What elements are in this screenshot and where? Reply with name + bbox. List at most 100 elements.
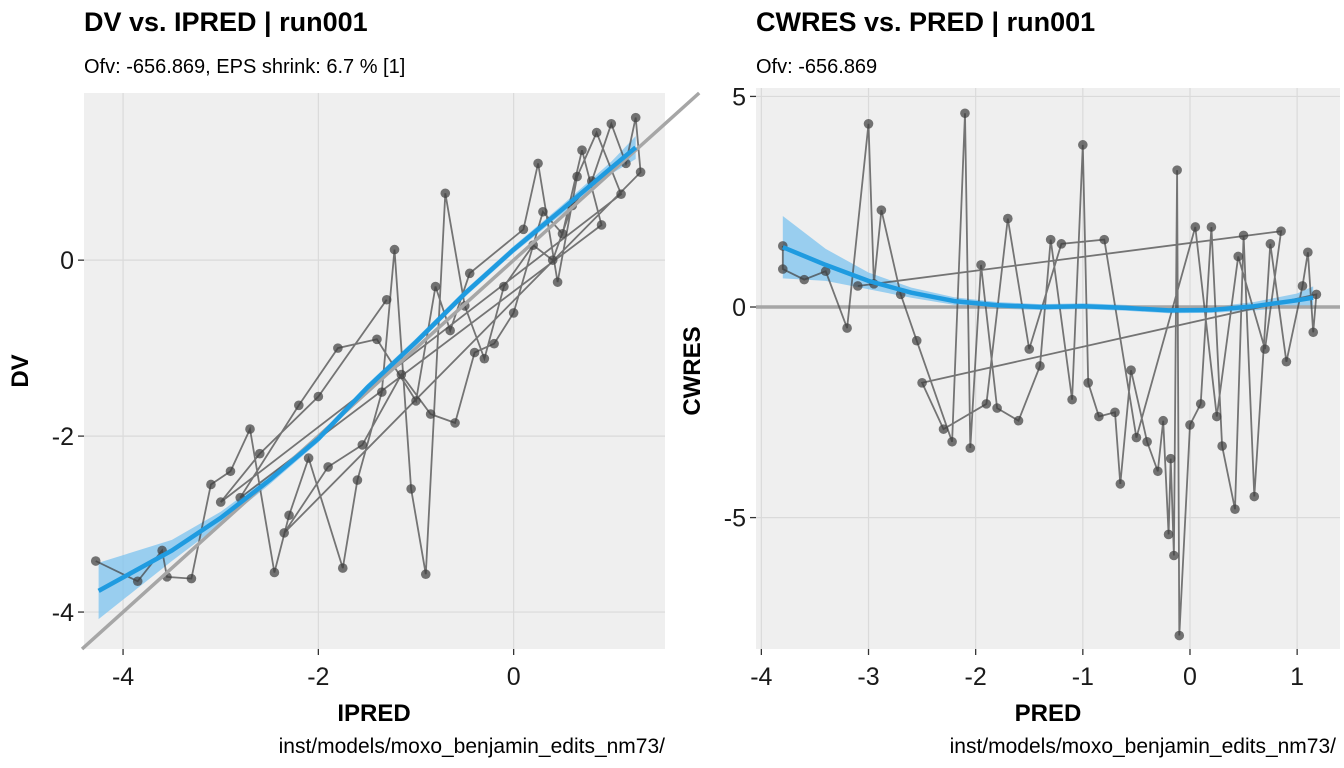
dv-ipred-confidence-ribbon [98, 136, 636, 620]
dv-ipred-point-connectors [95, 117, 642, 583]
cwres-pred-data-point [1003, 213, 1013, 224]
cwres-pred-data-point [876, 205, 887, 215]
cwres-pred-data-point [1099, 234, 1110, 245]
cwres-pred-data-point [1131, 432, 1142, 443]
dv-ipred-data-point [372, 334, 382, 345]
dv-vs-ipred-panel: DV vs. IPRED | run001 Ofv: -656.869, EPS… [7, 7, 701, 758]
cwres-pred-data-point [911, 335, 922, 346]
dv-ipred-y-tick-label: -2 [52, 423, 74, 451]
dv-ipred-x-tick-label: -4 [112, 663, 134, 691]
cwres-pred-data-point [1172, 165, 1182, 175]
dv-ipred-data-point [616, 189, 626, 199]
cwres-pred-y-tick-label: 0 [732, 294, 746, 322]
dv-ipred-data-point [630, 112, 641, 123]
cwres-vs-pred-panel: CWRES vs. PRED | run001 Ofv: -656.869 -4… [679, 7, 1340, 758]
dv-ipred-data-point [518, 224, 529, 235]
cwres-pred-data-point [976, 260, 986, 270]
cwres-pred-data-point [1211, 411, 1222, 422]
dv-ipred-data-point [591, 127, 602, 138]
dv-ipred-y-tick-label: -4 [52, 599, 74, 627]
cwres-pred-data-point [1174, 630, 1185, 641]
dv-ipred-data-point [440, 188, 451, 199]
dv-ipred-data-point [389, 244, 400, 255]
cwres-pred-data-point [1153, 466, 1163, 477]
cwres-pred-confidence-ribbon [782, 216, 1314, 314]
dv-ipred-gridlines [84, 93, 665, 649]
cwres-pred-data-point [1035, 361, 1045, 371]
cwres-pred-x-tick-label: -2 [965, 663, 987, 691]
dv-ipred-data-point [333, 343, 343, 353]
dv-ipred-data-point [377, 387, 387, 397]
cwres-pred-data-point [1311, 289, 1322, 300]
cwres-pred-data-point [1110, 407, 1120, 418]
dv-ipred-data-point [450, 418, 460, 428]
cwres-pred-point-connectors [781, 113, 1318, 636]
cwres-pred-data-point [960, 108, 970, 119]
cwres-pred-smooth-layer [781, 245, 1314, 313]
dv-ipred-title: DV vs. IPRED | run001 [84, 7, 368, 37]
cwres-pred-data-point [1308, 327, 1319, 338]
dv-ipred-caption: inst/models/moxo_benjamin_edits_nm73/ [279, 735, 666, 758]
dv-ipred-data-point [132, 576, 143, 587]
cwres-pred-y-tick-label: 5 [732, 83, 746, 111]
dv-ipred-y-ticks: -4 -2 0 [52, 247, 84, 627]
dv-ipred-data-point [420, 569, 431, 580]
dv-ipred-data-point [225, 466, 236, 477]
dv-ipred-data-point [479, 353, 490, 364]
dv-ipred-data-point [547, 255, 558, 265]
cwres-pred-data-point [947, 436, 957, 447]
dv-ipred-data-point [254, 448, 265, 459]
dv-ipred-data-point [411, 396, 421, 406]
dv-ipred-data-point [445, 325, 455, 336]
dv-ipred-x-axis-label: IPRED [337, 700, 410, 727]
dv-ipred-data-point [303, 453, 314, 463]
cwres-pred-data-point [1281, 356, 1292, 367]
cwres-pred-plot-area [756, 88, 1340, 649]
cwres-pred-data-point [1024, 344, 1035, 354]
cwres-pred-data-point [842, 323, 852, 333]
dv-ipred-data-point [533, 158, 543, 169]
dv-ipred-data-point [206, 479, 216, 490]
dv-ipred-data-point [430, 281, 441, 292]
cwres-pred-smooth-line [781, 245, 1314, 313]
dv-ipred-identity-line [80, 91, 701, 651]
cwres-pred-caption: inst/models/moxo_benjamin_edits_nm73/ [950, 735, 1337, 758]
cwres-pred-x-tick-label: -4 [750, 663, 772, 691]
cwres-pred-gridlines [756, 88, 1340, 649]
dv-ipred-data-point [538, 206, 548, 217]
dv-ipred-data-point [323, 462, 333, 472]
cwres-pred-data-point [1233, 251, 1244, 262]
cwres-pred-x-tick-label: 1 [1290, 663, 1304, 691]
dv-ipred-points-layer [90, 112, 646, 587]
cwres-pred-data-point [981, 399, 992, 409]
cwres-pred-data-point [1078, 140, 1088, 150]
dv-ipred-data-point [352, 475, 363, 485]
dv-ipred-x-tick-label: -2 [307, 663, 329, 691]
cwres-pred-x-axis-label: PRED [1015, 700, 1082, 727]
cwres-pred-data-point [863, 118, 874, 129]
dv-ipred-data-point [294, 400, 304, 411]
dv-ipred-data-point [464, 268, 475, 279]
cwres-pred-data-point [799, 274, 810, 285]
cwres-pred-data-point [965, 443, 976, 453]
cwres-pred-data-point [1142, 436, 1152, 447]
cwres-pred-data-point [1158, 415, 1168, 426]
cwres-pred-x-tick-label: -1 [1072, 663, 1094, 691]
dv-ipred-data-point [186, 573, 197, 584]
dv-ipred-smooth-layer [97, 145, 638, 593]
dv-ipred-data-point [215, 497, 226, 507]
dv-ipred-y-axis-label: DV [7, 354, 34, 387]
dv-ipred-ribbon-layer [98, 136, 636, 620]
dv-ipred-data-point [606, 118, 617, 129]
cwres-pred-data-point [1067, 394, 1077, 405]
dv-ipred-data-point [357, 440, 368, 450]
cwres-pred-data-point [1045, 234, 1056, 245]
dv-ipred-data-point [245, 424, 255, 434]
cwres-pred-data-point [1013, 415, 1024, 426]
cwres-pred-data-point [917, 378, 927, 388]
dv-ipred-data-point [557, 228, 568, 239]
cwres-pred-data-point [1190, 222, 1201, 232]
dv-ipred-data-point [635, 167, 646, 177]
cwres-pred-x-tick-label: -3 [857, 663, 879, 691]
cwres-pred-data-point [1056, 239, 1067, 249]
